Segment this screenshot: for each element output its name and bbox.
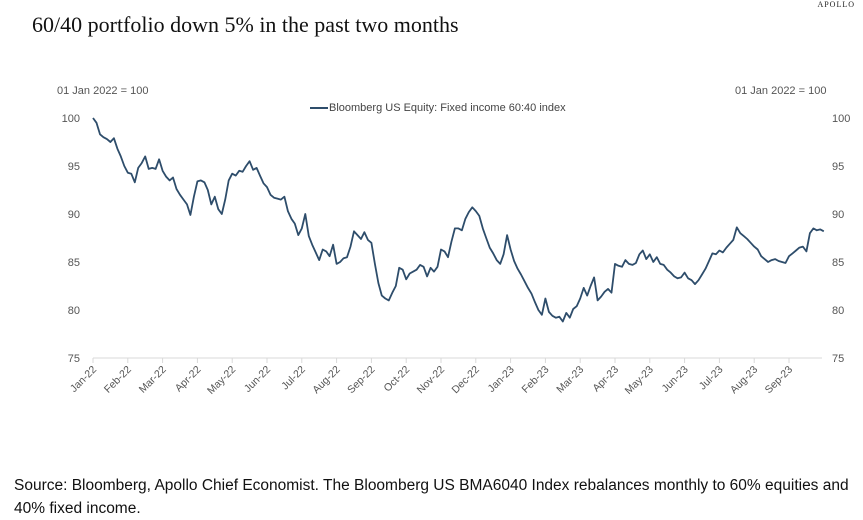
x-tick-label: Apr-23 xyxy=(590,364,621,395)
source-note: Source: Bloomberg, Apollo Chief Economis… xyxy=(14,477,849,517)
x-tick-label: Dec-22 xyxy=(449,364,482,397)
x-tick-label: Jul-22 xyxy=(279,364,308,393)
x-tick-label: Feb-22 xyxy=(102,364,134,396)
legend: Bloomberg US Equity: Fixed income 60:40 … xyxy=(310,102,566,114)
legend-swatch xyxy=(310,107,328,109)
brand-logo: APOLLO xyxy=(817,0,855,9)
x-tick-label: Nov-22 xyxy=(415,364,448,397)
x-tick-label: Jul-23 xyxy=(697,364,726,393)
x-tick-label: Jan-23 xyxy=(486,364,517,395)
y-tick-label-right: 75 xyxy=(832,353,844,365)
y-tick-label-left: 75 xyxy=(68,353,80,365)
x-tick-label: Jun-23 xyxy=(660,364,691,395)
x-tick-label: Jan-22 xyxy=(68,364,99,395)
x-tick-label: Sep-23 xyxy=(763,364,796,397)
y-tick-label-left: 80 xyxy=(68,305,80,317)
series-line xyxy=(92,117,825,323)
y-tick-label-left: 100 xyxy=(62,113,80,125)
x-tick-label: May-23 xyxy=(623,364,656,397)
x-tick-label: Feb-23 xyxy=(520,364,552,396)
y-tick-label-left: 95 xyxy=(68,161,80,173)
right-axis-unit-label: 01 Jan 2022 = 100 xyxy=(735,85,827,97)
x-tick-label: Oct-22 xyxy=(382,364,413,395)
chart-title: 60/40 portfolio down 5% in the past two … xyxy=(32,12,459,37)
x-tick-label: Apr-22 xyxy=(173,364,204,395)
y-tick-label-right: 85 xyxy=(832,257,844,269)
x-tick-label: Jun-22 xyxy=(242,364,273,395)
y-tick-label-left: 85 xyxy=(68,257,80,269)
y-tick-label-right: 90 xyxy=(832,209,844,221)
legend-label: Bloomberg US Equity: Fixed income 60:40 … xyxy=(329,102,566,114)
x-tick-label: Aug-23 xyxy=(728,364,761,397)
x-tick-label: May-22 xyxy=(205,364,238,397)
left-axis-unit-label: 01 Jan 2022 = 100 xyxy=(57,85,149,97)
x-tick-label: Mar-22 xyxy=(137,364,169,396)
x-tick-label: Mar-23 xyxy=(554,364,586,396)
y-tick-label-left: 90 xyxy=(68,209,80,221)
y-tick-label-right: 100 xyxy=(832,113,850,125)
x-tick-label: Sep-22 xyxy=(345,364,378,397)
x-tick-label: Aug-22 xyxy=(310,364,343,397)
y-tick-label-right: 80 xyxy=(832,305,844,317)
y-tick-label-right: 95 xyxy=(832,161,844,173)
